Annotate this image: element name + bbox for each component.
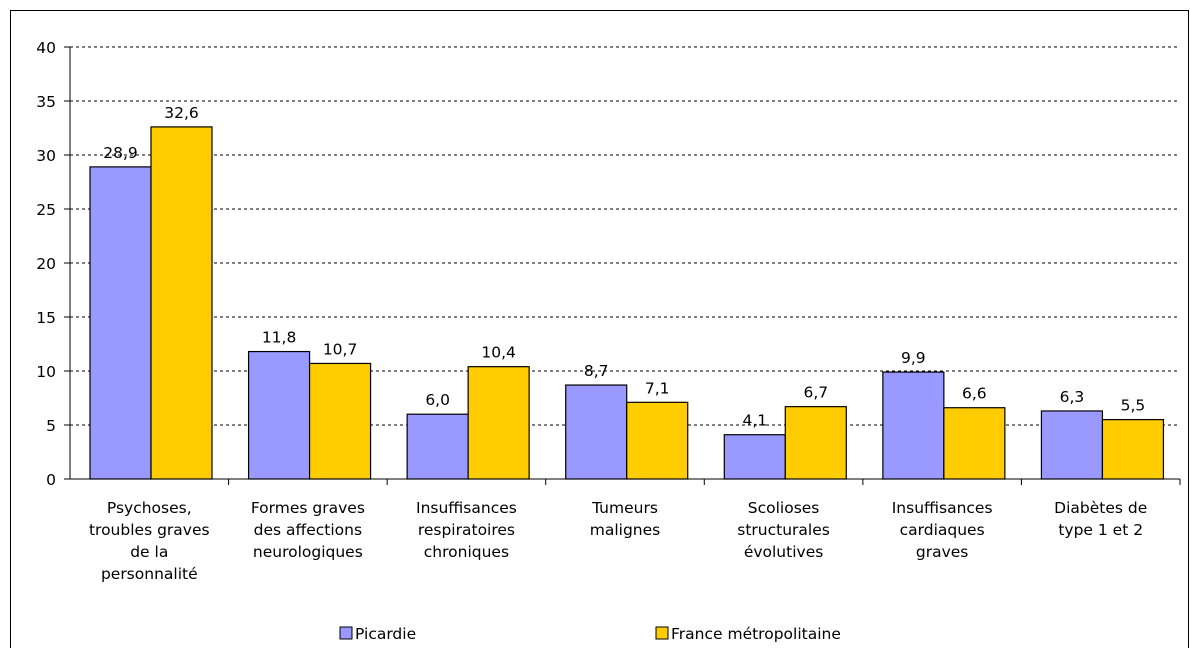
bar bbox=[1040, 410, 1104, 480]
data-label: 6,0 bbox=[425, 391, 450, 409]
bar bbox=[150, 126, 213, 480]
data-label: 6,7 bbox=[803, 384, 828, 402]
y-tick-label: 0 bbox=[46, 471, 56, 489]
y-tick-label: 40 bbox=[36, 39, 56, 57]
data-label: 32,6 bbox=[164, 104, 199, 122]
y-tick-label: 20 bbox=[36, 255, 56, 273]
data-label: 6,6 bbox=[962, 385, 987, 403]
x-tick-label: Insuffisances cardiaques graves bbox=[892, 499, 993, 561]
x-tick-label: Psychoses, troubles graves de la personnali… bbox=[89, 499, 210, 583]
bar bbox=[406, 413, 469, 480]
bar bbox=[565, 384, 628, 480]
legend-swatch bbox=[655, 626, 669, 640]
bar bbox=[882, 371, 945, 480]
y-tick-label: 5 bbox=[46, 417, 56, 435]
legend-label: Picardie bbox=[355, 625, 416, 643]
data-label: 10,7 bbox=[323, 340, 358, 358]
bar bbox=[626, 401, 689, 480]
x-tick-label: Scolioses structurales évolutives bbox=[737, 499, 830, 561]
bar bbox=[784, 406, 847, 480]
x-tick-label: Diabètes de type 1 et 2 bbox=[1054, 499, 1147, 539]
data-label: 6,3 bbox=[1060, 388, 1085, 406]
bar bbox=[247, 350, 311, 480]
data-label: 8,7 bbox=[584, 362, 609, 380]
y-tick-label: 35 bbox=[36, 93, 56, 111]
y-tick-label: 10 bbox=[36, 363, 56, 381]
bar bbox=[308, 362, 372, 480]
x-tick-label: Insuffisances respiratoires chroniques bbox=[416, 499, 517, 561]
legend-swatch bbox=[339, 626, 353, 640]
legend-label: France métropolitaine bbox=[671, 625, 841, 643]
bar bbox=[467, 366, 530, 480]
data-label: 7,1 bbox=[645, 379, 670, 397]
y-tick-label: 25 bbox=[36, 201, 56, 219]
bar bbox=[943, 407, 1006, 480]
y-tick-label: 15 bbox=[36, 309, 56, 327]
x-tick-label: Tumeurs malignes bbox=[590, 499, 660, 539]
data-label: 4,1 bbox=[742, 412, 767, 430]
data-label: 11,8 bbox=[262, 329, 297, 347]
data-label: 5,5 bbox=[1121, 397, 1146, 415]
y-tick-label: 30 bbox=[36, 147, 56, 165]
bar bbox=[1101, 419, 1165, 480]
bar bbox=[89, 166, 152, 480]
data-label: 28,9 bbox=[103, 144, 138, 162]
x-tick-label: Formes graves des affections neurologiques bbox=[251, 499, 365, 561]
data-label: 9,9 bbox=[901, 349, 926, 367]
data-label: 10,4 bbox=[481, 344, 516, 362]
bar bbox=[723, 434, 786, 480]
